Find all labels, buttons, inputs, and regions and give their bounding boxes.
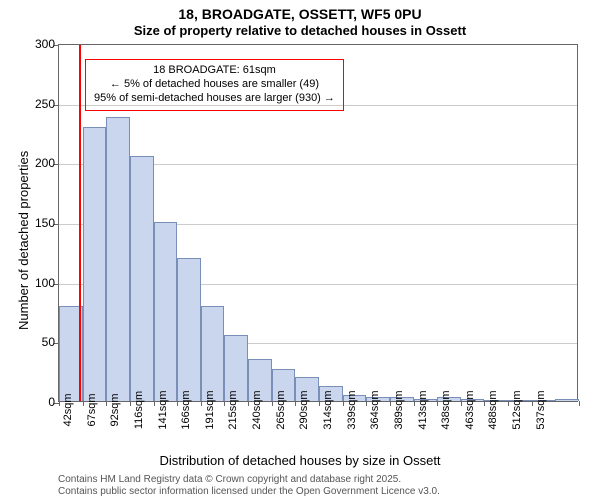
y-tick-label: 50 — [42, 335, 55, 349]
x-tick-label: 166sqm — [180, 390, 192, 429]
x-tick-label: 463sqm — [464, 390, 476, 429]
x-tick-mark — [366, 401, 367, 406]
x-tick-label: 141sqm — [157, 390, 169, 429]
x-tick-mark — [154, 401, 155, 406]
histogram-bar — [201, 306, 225, 401]
x-tick-mark — [130, 401, 131, 406]
x-tick-label: 240sqm — [251, 390, 263, 429]
histogram-bar — [177, 258, 201, 401]
x-tick-label: 339sqm — [346, 390, 358, 429]
x-tick-label: 67sqm — [86, 393, 98, 426]
y-tick-label: 100 — [35, 276, 55, 290]
x-tick-mark — [177, 401, 178, 406]
chart-title-block: 18, BROADGATE, OSSETT, WF5 0PU Size of p… — [0, 0, 600, 38]
property-marker-line — [79, 45, 81, 401]
chart-title: 18, BROADGATE, OSSETT, WF5 0PU — [0, 6, 600, 22]
x-tick-label: 116sqm — [133, 391, 145, 429]
y-axis-title: Number of detached properties — [16, 151, 31, 330]
x-tick-label: 488sqm — [487, 390, 499, 429]
x-tick-label: 92sqm — [109, 393, 121, 426]
x-tick-mark — [248, 401, 249, 406]
x-axis-title: Distribution of detached houses by size … — [0, 453, 600, 468]
x-tick-mark — [295, 401, 296, 406]
y-tick-label: 250 — [35, 97, 55, 111]
x-tick-mark — [532, 401, 533, 406]
histogram-bar — [83, 127, 107, 401]
x-tick-mark — [59, 401, 60, 406]
x-tick-label: 438sqm — [440, 390, 452, 429]
x-tick-mark — [508, 401, 509, 406]
x-tick-label: 215sqm — [227, 390, 239, 429]
y-tick-label: 150 — [35, 216, 55, 230]
x-tick-label: 191sqm — [204, 390, 216, 429]
histogram-bar — [106, 117, 130, 401]
x-tick-mark — [484, 401, 485, 406]
footer-attribution: Contains HM Land Registry data © Crown c… — [58, 474, 440, 498]
plot-area: 18 BROADGATE: 61sqm← 5% of detached hous… — [58, 44, 578, 402]
x-tick-mark — [272, 401, 273, 406]
y-tick-label: 200 — [35, 156, 55, 170]
x-tick-mark — [201, 401, 202, 406]
annotation-line: ← 5% of detached houses are smaller (49) — [94, 78, 335, 92]
x-tick-mark — [224, 401, 225, 406]
y-tick-label: 0 — [48, 395, 55, 409]
x-tick-mark — [343, 401, 344, 406]
annotation-box: 18 BROADGATE: 61sqm← 5% of detached hous… — [85, 59, 344, 110]
x-tick-label: 290sqm — [298, 390, 310, 429]
x-tick-label: 42sqm — [62, 393, 74, 426]
x-tick-label: 364sqm — [369, 390, 381, 429]
x-tick-label: 413sqm — [417, 390, 429, 429]
annotation-line: 95% of semi-detached houses are larger (… — [94, 92, 335, 106]
x-tick-mark — [461, 401, 462, 406]
histogram-bar — [555, 399, 579, 401]
x-tick-mark — [106, 401, 107, 406]
x-tick-mark — [319, 401, 320, 406]
footer-line-2: Contains public sector information licen… — [58, 486, 440, 498]
footer-line-1: Contains HM Land Registry data © Crown c… — [58, 474, 440, 486]
x-tick-mark — [437, 401, 438, 406]
x-tick-mark — [390, 401, 391, 406]
x-tick-mark — [83, 401, 84, 406]
annotation-line: 18 BROADGATE: 61sqm — [94, 64, 335, 78]
x-tick-label: 314sqm — [322, 390, 334, 429]
x-tick-label: 389sqm — [393, 390, 405, 429]
x-tick-mark — [579, 401, 580, 406]
x-tick-mark — [414, 401, 415, 406]
x-tick-label: 265sqm — [275, 390, 287, 429]
chart-subtitle: Size of property relative to detached ho… — [0, 23, 600, 38]
histogram-chart: 18, BROADGATE, OSSETT, WF5 0PU Size of p… — [0, 0, 600, 500]
x-tick-label: 512sqm — [511, 390, 523, 429]
histogram-bar — [154, 222, 178, 401]
y-tick-label: 300 — [35, 37, 55, 51]
x-tick-label: 537sqm — [535, 390, 547, 429]
histogram-bar — [130, 156, 154, 401]
